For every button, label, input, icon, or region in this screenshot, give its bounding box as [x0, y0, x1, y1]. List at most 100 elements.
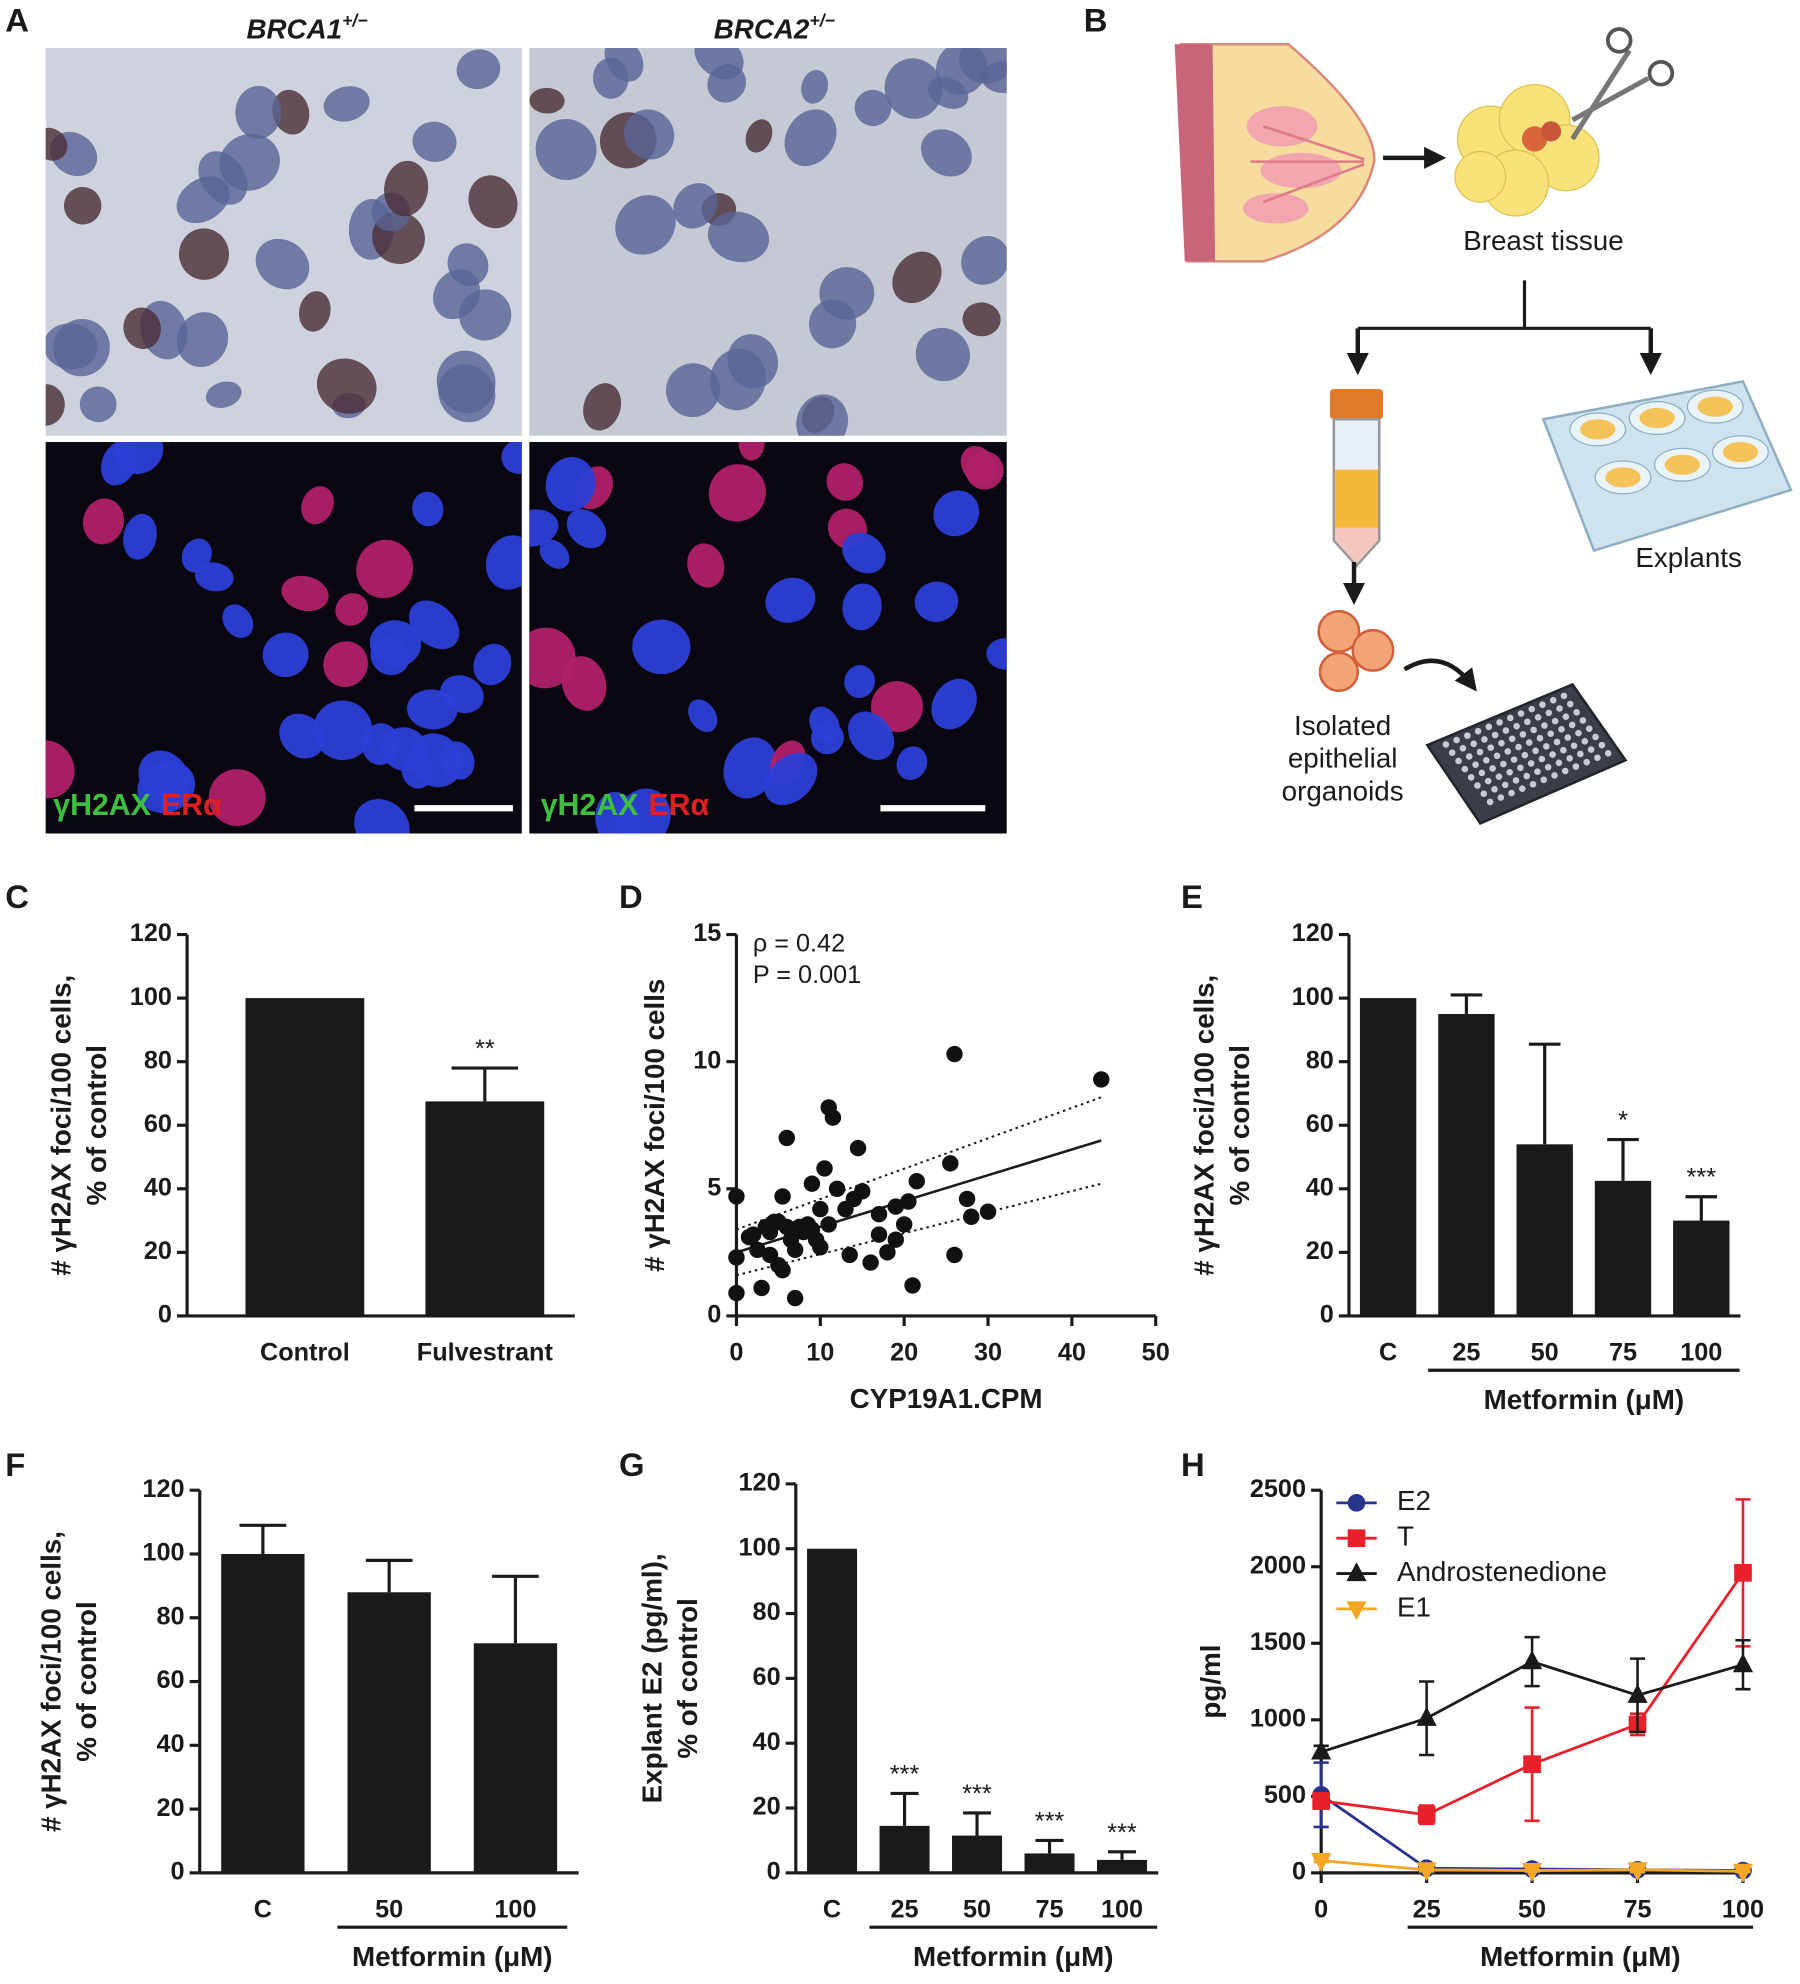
- marker: [1627, 1862, 1648, 1882]
- nucleus: [501, 442, 522, 474]
- y-tick-label: 80: [1306, 1046, 1334, 1074]
- nucleus: [45, 127, 68, 161]
- well: [1512, 777, 1520, 784]
- marker: [1416, 1706, 1437, 1726]
- nucleus: [176, 176, 230, 224]
- marker: [1347, 1529, 1366, 1548]
- marker: [1346, 1562, 1367, 1582]
- texture: [45, 442, 522, 834]
- nucleus: [401, 753, 434, 789]
- y-tick-label: 500: [1264, 1781, 1306, 1809]
- well: [1555, 759, 1563, 767]
- stain: γH2AX: [53, 789, 151, 822]
- point: [786, 1289, 804, 1307]
- nucleus: [235, 85, 282, 139]
- well: [1487, 744, 1495, 751]
- nucleus: [936, 47, 988, 95]
- nucleus: [369, 620, 422, 667]
- error-bar: [451, 1066, 519, 1102]
- x-tick-label: 50: [1518, 1895, 1546, 1923]
- y-axis-label: # γH2AX foci/100 cells,: [1189, 975, 1220, 1276]
- well: [1521, 751, 1529, 759]
- nucleus: [764, 752, 818, 806]
- point: [1093, 1071, 1110, 1088]
- stain-label: γH2AX ERα: [541, 789, 710, 822]
- panel-label: G: [619, 1446, 645, 1483]
- significance-label: **: [475, 1035, 495, 1063]
- point: [870, 1206, 888, 1223]
- nucleus: [604, 47, 644, 82]
- stain: ERα: [161, 789, 222, 822]
- panel-label: E: [1181, 878, 1203, 915]
- x-tick-label: 0: [1314, 1895, 1328, 1923]
- nucleus: [694, 47, 744, 80]
- y-tick-label: 0: [171, 1858, 185, 1886]
- y-tick-label: 0: [158, 1301, 172, 1329]
- nucleus: [176, 312, 229, 368]
- x-tick-label: Fulvestrant: [417, 1338, 554, 1366]
- stain-label: γH2AX ERα: [53, 789, 222, 822]
- point: [908, 1172, 925, 1190]
- bar: [952, 1835, 1003, 1873]
- nucleus: [412, 491, 444, 527]
- point: [816, 1160, 833, 1177]
- nucleus: [707, 211, 770, 263]
- point: [728, 1284, 745, 1302]
- well: [1461, 765, 1469, 773]
- nucleus: [848, 711, 895, 760]
- nucleus: [222, 604, 254, 638]
- y-axis-label: # γH2AX foci/100 cells,: [46, 975, 77, 1276]
- marker: [1734, 1564, 1752, 1582]
- nucleus: [354, 799, 410, 834]
- panel-label: B: [1084, 1, 1108, 38]
- marker: [1347, 1493, 1366, 1512]
- nucleus: [623, 109, 675, 160]
- well: [1583, 758, 1590, 766]
- bar: [1438, 1013, 1495, 1316]
- y-axis-label: % of control: [71, 1601, 102, 1761]
- nucleus: [566, 509, 607, 549]
- error-bar: [239, 1523, 287, 1554]
- well: [1594, 754, 1601, 762]
- stain: γH2AX: [541, 789, 639, 822]
- well: [1498, 739, 1505, 747]
- nucleus: [194, 562, 234, 592]
- nucleus: [826, 463, 864, 501]
- nucleus: [673, 183, 718, 229]
- nucleus: [723, 737, 777, 799]
- significance-label: ***: [1035, 1807, 1065, 1835]
- well: [1604, 750, 1612, 757]
- well: [1534, 714, 1542, 721]
- well: [1504, 748, 1512, 755]
- bar: [245, 998, 365, 1316]
- nucleus: [181, 538, 212, 573]
- nucleus: [687, 543, 725, 588]
- bar: [879, 1825, 930, 1873]
- point: [942, 1155, 959, 1172]
- point: [786, 1241, 804, 1259]
- well: [1523, 772, 1530, 780]
- texture: [529, 47, 1007, 436]
- nucleus: [784, 109, 837, 167]
- well: [1528, 705, 1536, 713]
- nucleus: [896, 746, 928, 781]
- error-bar: [890, 1791, 919, 1826]
- point: [820, 1216, 837, 1233]
- well: [1538, 755, 1546, 763]
- well: [1485, 723, 1493, 731]
- y-tick-label: 80: [753, 1598, 781, 1626]
- well: [1515, 743, 1522, 751]
- y-axis-label: # γH2AX foci/100 cells,: [36, 1531, 67, 1832]
- diagram-label: epithelial: [1288, 743, 1398, 774]
- nucleus: [262, 632, 309, 678]
- nucleus: [409, 600, 460, 650]
- well: [1551, 717, 1559, 725]
- x-tick-label: 75: [1609, 1338, 1637, 1366]
- x-tick-label: 75: [1623, 1895, 1651, 1923]
- y-tick-label: 60: [1306, 1110, 1334, 1138]
- well: [1508, 735, 1516, 743]
- nucleus: [436, 350, 496, 414]
- well: [1470, 740, 1477, 748]
- error-bar: [1108, 1850, 1137, 1860]
- y-tick-label: 60: [753, 1663, 781, 1691]
